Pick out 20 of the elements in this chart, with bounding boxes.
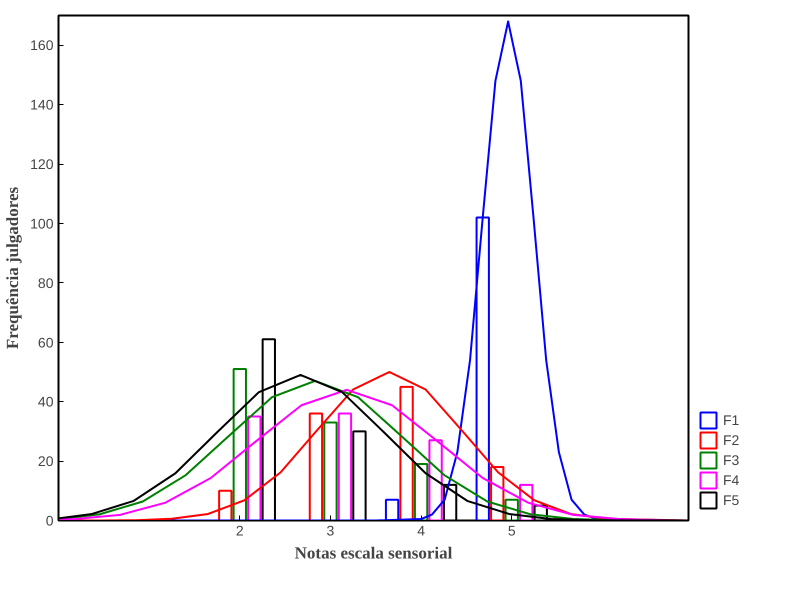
legend-label: F2 bbox=[723, 432, 740, 448]
x-tick-label: 3 bbox=[326, 522, 335, 538]
y-tick-label: 80 bbox=[38, 274, 54, 291]
x-tick-label: 5 bbox=[508, 522, 516, 538]
x-axis-title: Notas escala sensorial bbox=[294, 544, 453, 562]
y-axis-title: Frequência julgadores bbox=[3, 186, 22, 350]
y-tick-label: 60 bbox=[38, 334, 54, 350]
y-tick-label: 40 bbox=[38, 394, 54, 410]
y-tick-label: 160 bbox=[30, 37, 54, 54]
y-tick-label: 140 bbox=[30, 96, 54, 113]
y-tick-label: 120 bbox=[30, 156, 54, 172]
legend-label: F3 bbox=[723, 452, 740, 468]
legend-label: F5 bbox=[723, 492, 740, 508]
y-tick-label: 20 bbox=[38, 453, 54, 470]
y-tick-label: 100 bbox=[30, 215, 54, 232]
x-tick-label: 4 bbox=[417, 522, 426, 538]
legend-label: F4 bbox=[723, 472, 740, 488]
y-tick-label: 0 bbox=[46, 512, 54, 528]
x-tick-label: 2 bbox=[236, 522, 244, 538]
legend-label: F1 bbox=[723, 412, 740, 428]
